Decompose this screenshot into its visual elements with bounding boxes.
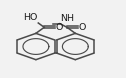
Text: HO: HO — [23, 13, 38, 22]
Text: O: O — [56, 23, 63, 32]
Text: O: O — [79, 23, 86, 32]
Text: NH: NH — [60, 14, 74, 23]
